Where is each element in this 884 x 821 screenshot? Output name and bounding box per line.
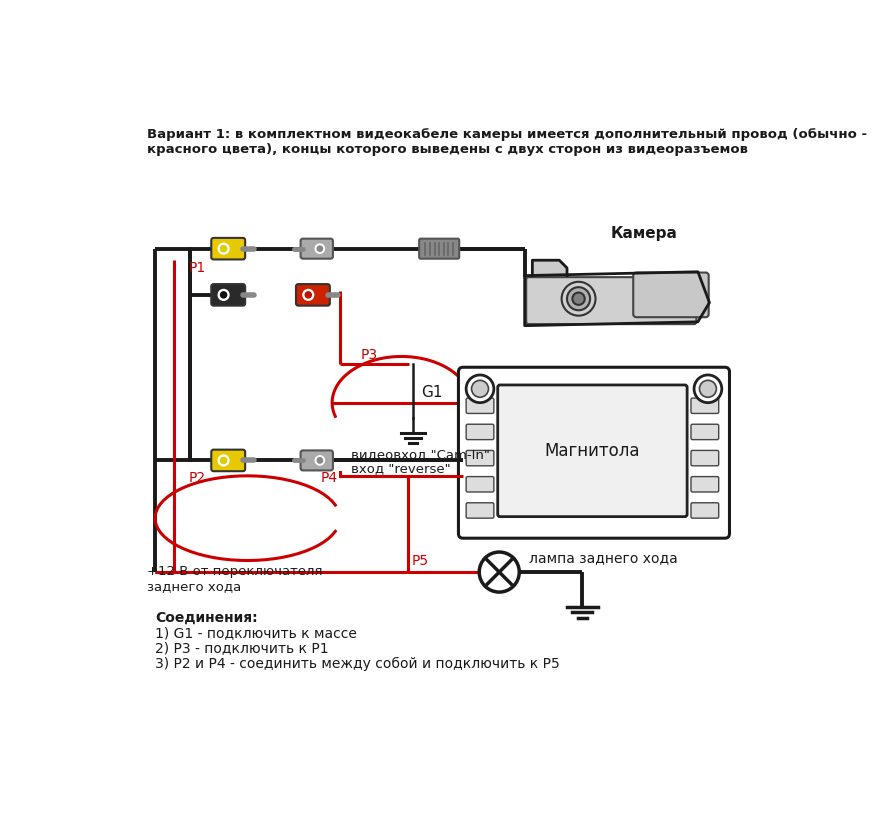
Text: видеовход "Cam-In": видеовход "Cam-In" (352, 447, 491, 461)
FancyBboxPatch shape (691, 398, 719, 414)
Text: 3) Р2 и Р4 - соединить между собой и подключить к Р5: 3) Р2 и Р4 - соединить между собой и под… (155, 657, 560, 671)
Circle shape (567, 287, 591, 310)
Circle shape (220, 245, 226, 252)
FancyBboxPatch shape (466, 424, 494, 439)
FancyBboxPatch shape (466, 502, 494, 518)
Circle shape (694, 375, 721, 402)
FancyBboxPatch shape (459, 367, 729, 539)
FancyBboxPatch shape (211, 238, 245, 259)
Circle shape (218, 290, 229, 300)
Text: Камера: Камера (611, 226, 677, 241)
Text: 1) G1 - подключить к массе: 1) G1 - подключить к массе (155, 626, 357, 640)
FancyBboxPatch shape (691, 476, 719, 492)
Polygon shape (532, 260, 567, 276)
FancyBboxPatch shape (498, 385, 687, 516)
Circle shape (479, 552, 519, 592)
Circle shape (561, 282, 596, 315)
Text: заднего хода: заднего хода (147, 580, 240, 594)
FancyBboxPatch shape (526, 277, 697, 324)
Text: P3: P3 (361, 348, 377, 362)
Text: P2: P2 (188, 471, 205, 485)
Circle shape (220, 291, 226, 298)
FancyBboxPatch shape (691, 451, 719, 466)
Circle shape (218, 243, 229, 254)
Text: вход "reverse": вход "reverse" (352, 461, 451, 475)
FancyBboxPatch shape (466, 451, 494, 466)
Circle shape (316, 244, 324, 254)
Text: красного цвета), концы которого выведены с двух сторон из видеоразъемов: красного цвета), концы которого выведены… (147, 143, 748, 156)
Text: Вариант 1: в комплектном видеокабеле камеры имеется дополнительный провод (обычн: Вариант 1: в комплектном видеокабеле кам… (147, 128, 866, 140)
Text: Соединения:: Соединения: (155, 611, 257, 625)
Circle shape (305, 291, 311, 298)
Text: 2) Р3 - подключить к Р1: 2) Р3 - подключить к Р1 (155, 641, 329, 655)
Text: Магнитола: Магнитола (545, 442, 640, 460)
FancyBboxPatch shape (691, 424, 719, 439)
Circle shape (699, 380, 716, 397)
Text: +12 В от переключателя: +12 В от переключателя (147, 565, 322, 578)
FancyBboxPatch shape (419, 239, 459, 259)
Text: P4: P4 (321, 471, 338, 485)
Circle shape (466, 375, 494, 402)
FancyBboxPatch shape (301, 239, 333, 259)
FancyBboxPatch shape (466, 398, 494, 414)
FancyBboxPatch shape (211, 284, 245, 305)
Text: P5: P5 (411, 554, 429, 568)
Circle shape (317, 246, 323, 251)
FancyBboxPatch shape (211, 450, 245, 471)
Circle shape (218, 455, 229, 466)
Text: лампа заднего хода: лампа заднего хода (529, 551, 677, 565)
Circle shape (220, 457, 226, 464)
Circle shape (573, 292, 584, 305)
FancyBboxPatch shape (633, 273, 709, 317)
Circle shape (316, 456, 324, 465)
Circle shape (317, 458, 323, 463)
FancyBboxPatch shape (691, 502, 719, 518)
FancyBboxPatch shape (466, 476, 494, 492)
FancyBboxPatch shape (301, 451, 333, 470)
Circle shape (471, 380, 489, 397)
FancyBboxPatch shape (296, 284, 330, 305)
Text: G1: G1 (421, 385, 442, 401)
Circle shape (303, 290, 314, 300)
Text: P1: P1 (188, 261, 205, 275)
